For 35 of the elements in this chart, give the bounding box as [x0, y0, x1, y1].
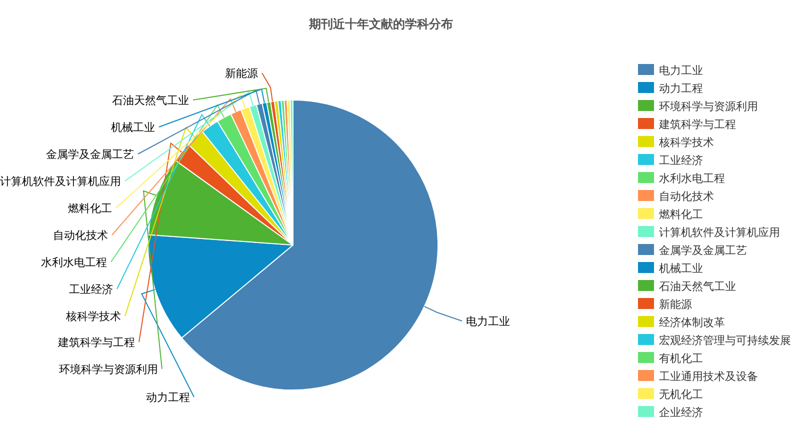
legend-label: 建筑科学与工程 [658, 118, 736, 131]
legend-label: 工业通用技术及设备 [659, 370, 758, 383]
legend-label: 环境科学与资源利用 [659, 100, 758, 113]
legend-label: 企业经济 [659, 406, 703, 419]
legend-label: 有机化工 [659, 352, 703, 365]
slice-label: 电力工业 [466, 315, 510, 328]
slice-label: 动力工程 [146, 391, 190, 404]
slice-label: 石油天然气工业 [112, 94, 189, 107]
legend-label: 石油天然气工业 [659, 280, 736, 293]
legend-label: 机械工业 [659, 262, 703, 275]
chart-title: 期刊近十年文献的学科分布 [308, 17, 453, 31]
legend-label: 金属学及金属工艺 [659, 244, 747, 257]
slice-label: 工业经济 [69, 283, 113, 296]
legend-label: 宏观经济管理与可持续发展 [659, 334, 791, 347]
slice-label: 机械工业 [111, 121, 155, 134]
legend-label: 自动化技术 [659, 190, 714, 203]
legend-label: 无机化工 [659, 388, 703, 401]
slice-label: 金属学及金属工艺 [46, 148, 134, 161]
legend-label: 燃料化工 [659, 208, 703, 221]
legend-label: 经济体制改革 [659, 316, 725, 329]
legend-label: 新能源 [659, 298, 692, 311]
legend-label: 计算机软件及计算机应用 [659, 226, 780, 239]
legend-label: 工业经济 [659, 154, 703, 167]
slice-label: 水利水电工程 [41, 256, 107, 269]
slice-label: 新能源 [225, 67, 258, 80]
legend-label: 动力工程 [659, 82, 703, 95]
slice-label: 计算机软件及计算机应用 [0, 175, 121, 188]
slice-label: 自动化技术 [53, 229, 108, 242]
legend-label: 核科学技术 [658, 136, 714, 149]
slice-label: 核科学技术 [65, 310, 121, 323]
slice-label: 建筑科学与工程 [57, 336, 135, 349]
legend-label: 水利水电工程 [659, 172, 725, 185]
legend-label: 电力工业 [659, 64, 703, 77]
slice-label: 燃料化工 [68, 202, 112, 215]
slice-label: 环境科学与资源利用 [59, 363, 158, 376]
